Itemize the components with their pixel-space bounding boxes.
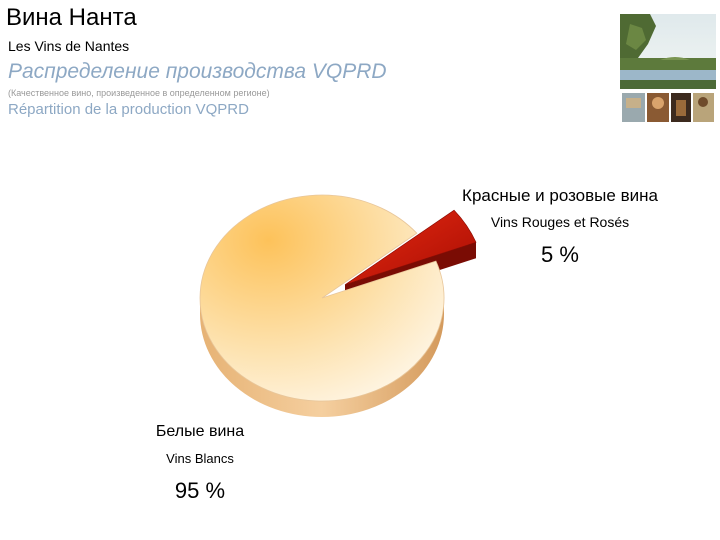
white-wines-label-ru: Белые вина [155, 423, 245, 440]
pie-slice-white-wines [199, 194, 445, 402]
red-wines-percent: 5 % [541, 242, 579, 267]
landscape-photo [620, 14, 716, 122]
vqprd-explanation: (Качественное вино, произведенное в опре… [8, 88, 270, 98]
pie-slice-side-red [345, 210, 476, 301]
white-wines-label-fr: Vins Blancs [166, 451, 234, 466]
red-wines-label-fr: Vins Rouges et Rosés [490, 214, 630, 230]
chart-heading-ru: Распределение производства VQPRD [8, 60, 387, 83]
pie-side-red-wines [345, 210, 476, 301]
page-title: Вина Нанта [6, 4, 137, 31]
page-title-fr: Les Vins de Nantes [8, 38, 130, 54]
red-wines-label-ru: Красные и розовые вина [462, 186, 658, 205]
white-wines-percent: 95 % [174, 478, 226, 503]
chart-heading-fr: Répartition de la production VQPRD [8, 101, 249, 118]
pie-slice-red-wines [344, 209, 477, 285]
